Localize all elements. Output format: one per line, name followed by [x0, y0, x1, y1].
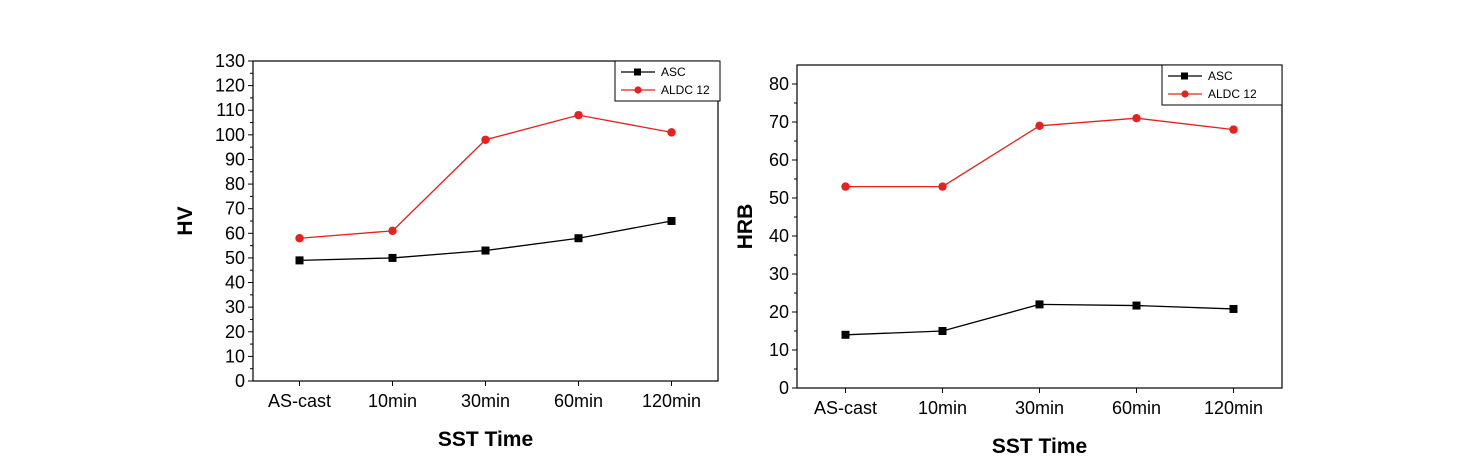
y-tick-label: 60	[769, 150, 789, 170]
y-tick-label: 20	[769, 302, 789, 322]
data-point	[481, 246, 490, 255]
y-tick-label: 80	[769, 74, 789, 94]
x-axis-title: SST Time	[992, 435, 1087, 458]
y-tick-label: 70	[225, 199, 245, 219]
y-tick-label: 60	[225, 223, 245, 243]
data-point	[667, 217, 676, 225]
x-tick-label: 60min	[1112, 398, 1161, 418]
data-point	[388, 253, 397, 262]
y-tick-label: 0	[235, 371, 245, 391]
legend-label: ALDC 12	[661, 83, 710, 97]
y-tick-label: 90	[225, 149, 245, 169]
y-tick-label: 110	[216, 100, 245, 120]
x-axis-title: SST Time	[438, 428, 533, 451]
series-line-aldc-12	[299, 114, 672, 239]
y-tick-label: 40	[769, 226, 789, 246]
data-point	[388, 226, 397, 236]
y-tick-label: 70	[769, 112, 789, 132]
y-tick-label: 0	[779, 378, 789, 398]
data-point	[1132, 114, 1141, 123]
x-tick-label: 10min	[918, 398, 967, 418]
data-point	[841, 182, 850, 191]
legend-label: ASC	[661, 65, 686, 79]
x-tick-label: AS-cast	[268, 391, 331, 411]
data-point	[667, 128, 676, 137]
x-tick-label: AS-cast	[814, 398, 877, 418]
data-point	[938, 182, 947, 191]
data-point	[1132, 301, 1141, 310]
x-tick-label: 10min	[368, 391, 417, 411]
y-tick-label: 50	[769, 188, 789, 208]
y-tick-label: 20	[225, 322, 245, 342]
data-point	[574, 110, 583, 120]
plot-frame	[252, 60, 719, 382]
y-tick-label: 10	[225, 346, 245, 366]
y-tick-label: 50	[225, 248, 245, 268]
legend: ASC ALDC 12	[614, 60, 721, 102]
y-tick-label: 40	[225, 273, 245, 293]
data-point	[938, 327, 947, 335]
legend: ASC ALDC 12	[1161, 64, 1283, 106]
data-point	[295, 256, 304, 265]
data-point	[1229, 304, 1238, 313]
y-tick-label: 130	[215, 51, 245, 71]
series-line-asc	[845, 303, 1234, 336]
legend-box	[614, 60, 721, 102]
plot-frame	[796, 64, 1283, 389]
legend-box	[1161, 64, 1283, 106]
data-point	[1035, 300, 1044, 309]
y-tick-label: 30	[769, 264, 789, 284]
x-tick-label: 120min	[1204, 398, 1263, 418]
x-tick-label: 30min	[1015, 398, 1064, 418]
x-tick-label: 120min	[642, 391, 701, 411]
legend-marker	[1181, 90, 1189, 98]
y-axis-title: HV	[174, 206, 197, 235]
y-tick-label: 80	[225, 174, 245, 194]
y-axis-title: HRB	[734, 204, 757, 250]
legend-marker	[634, 68, 641, 76]
y-tick-label: 30	[225, 297, 245, 317]
data-point	[841, 330, 850, 339]
y-tick-label: 120	[215, 76, 245, 96]
legend-label: ASC	[1208, 69, 1233, 83]
chart-hv: 0 10 20 30 40 50 60 70 80 90 100 110 120 130 AS-cast 10…	[174, 51, 721, 451]
legend-marker	[634, 86, 642, 94]
data-point	[1229, 125, 1238, 134]
x-tick-label: 60min	[554, 391, 603, 411]
data-point	[1035, 121, 1044, 130]
data-point	[574, 234, 583, 243]
data-point	[481, 135, 490, 144]
y-tick-label: 10	[769, 340, 789, 360]
y-tick-label: 100	[215, 125, 245, 145]
legend-marker	[1181, 72, 1188, 80]
x-tick-label: 30min	[461, 391, 510, 411]
chart-hrb: 0 10 20 30 40 50 60 70 80 AS-cast 10min 30min 60min 1…	[734, 64, 1283, 458]
legend-label: ALDC 12	[1208, 87, 1257, 101]
data-point	[295, 234, 304, 243]
